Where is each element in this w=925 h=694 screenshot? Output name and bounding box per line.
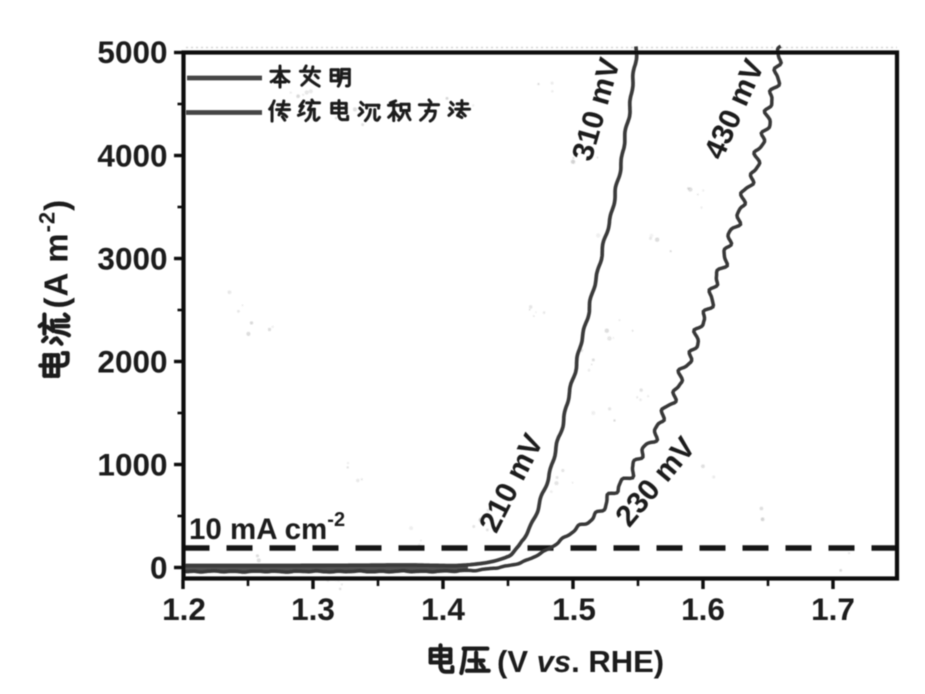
svg-text:10 mA cm-2: 10 mA cm-2: [189, 509, 345, 546]
svg-text:1.3: 1.3: [291, 591, 335, 627]
svg-text:1.5: 1.5: [552, 591, 596, 627]
svg-text:5000: 5000: [97, 34, 167, 70]
svg-text:3000: 3000: [97, 241, 167, 277]
svg-text:(V vs. RHE): (V vs. RHE): [497, 644, 664, 679]
svg-text:4000: 4000: [97, 138, 167, 174]
svg-text:1.4: 1.4: [421, 591, 465, 627]
svg-text:0: 0: [150, 550, 168, 586]
svg-text:1000: 1000: [97, 447, 167, 483]
svg-text:1.7: 1.7: [811, 591, 855, 627]
svg-text:1.2: 1.2: [162, 591, 206, 627]
svg-text:2000: 2000: [97, 344, 167, 380]
svg-text:1.6: 1.6: [681, 591, 725, 627]
